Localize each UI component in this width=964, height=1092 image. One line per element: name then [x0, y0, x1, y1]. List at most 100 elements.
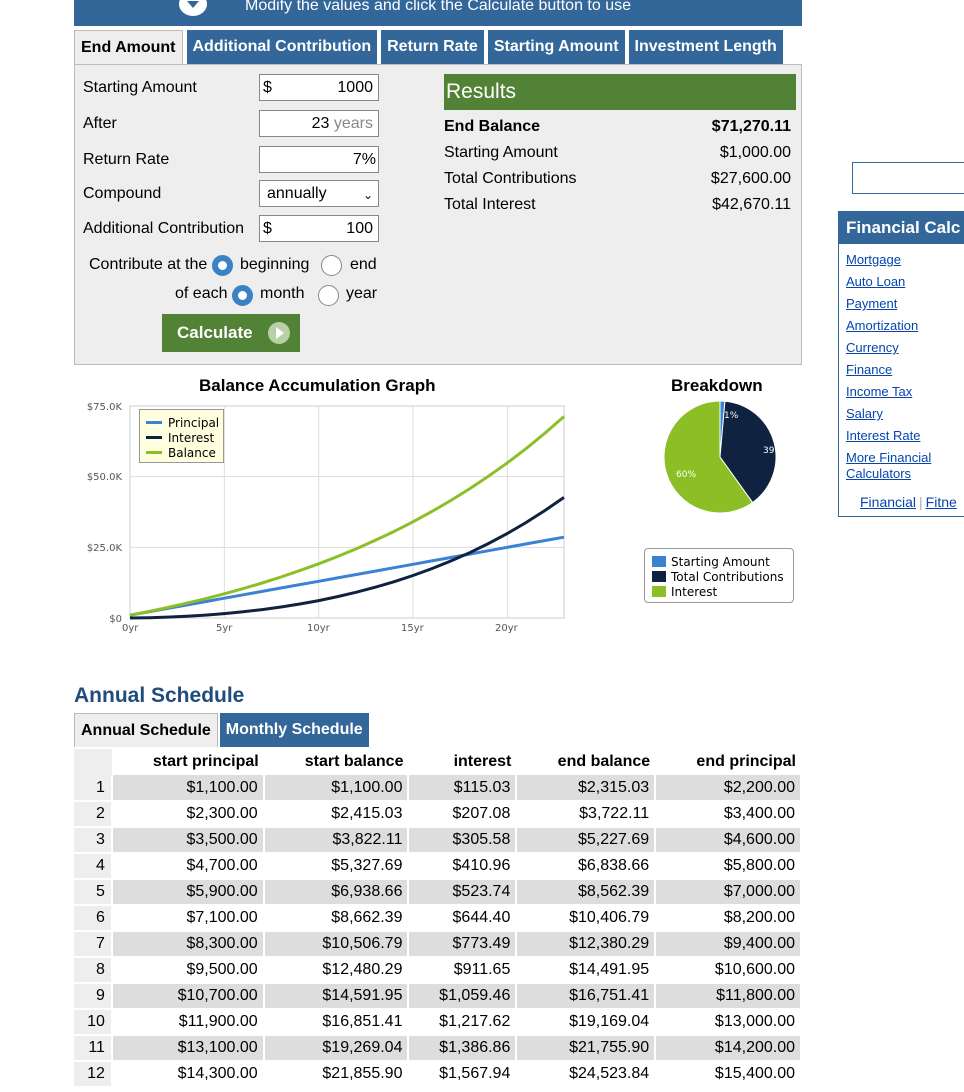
table-cell: $773.49 — [408, 931, 518, 958]
legend-item-balance: Balance — [140, 445, 223, 460]
row-index: 5 — [74, 879, 113, 906]
footer-link-financial[interactable]: Financial — [860, 494, 917, 510]
table-cell: $21,855.90 — [263, 1061, 410, 1088]
starting-amount-input[interactable]: $ 1000 — [259, 74, 379, 101]
sidebar-link-payment[interactable]: Payment — [846, 296, 898, 311]
table-cell: $9,400.00 — [655, 931, 802, 958]
total-contributions-label: Total Contributions — [444, 170, 577, 187]
tab-monthly-schedule[interactable]: Monthly Schedule — [219, 713, 369, 747]
table-cell: $207.08 — [408, 801, 518, 828]
table-cell: $3,722.11 — [516, 801, 657, 828]
year-label: year — [346, 285, 378, 302]
pie-slice-interest — [663, 400, 754, 514]
total-contributions-value: $27,600.00 — [710, 170, 791, 187]
currency-symbol: $ — [263, 79, 272, 96]
sidebar-financial-calculators: Financial Calc Mortgage Auto Loan Paymen… — [838, 211, 964, 517]
column-header: end balance — [516, 749, 656, 775]
tab-return-rate[interactable]: Return Rate — [381, 30, 484, 64]
pie-data-label: 39% — [763, 446, 780, 456]
table-cell: $3,822.11 — [263, 827, 410, 854]
pie-legend: Starting Amount Total Contributions Inte… — [644, 548, 794, 603]
sidebar-link-more-calculators[interactable]: More Financial Calculators — [846, 450, 932, 481]
column-header: interest — [408, 749, 517, 775]
separator: | — [919, 494, 923, 510]
row-index: 2 — [74, 801, 113, 828]
sidebar-link-currency[interactable]: Currency — [846, 340, 899, 355]
sidebar-link-amortization[interactable]: Amortization — [846, 318, 919, 333]
search-input[interactable] — [852, 162, 964, 194]
table-cell: $5,327.69 — [263, 853, 410, 880]
column-header: end principal — [655, 749, 801, 775]
table-cell: $12,380.29 — [516, 931, 657, 958]
table-cell: $9,500.00 — [111, 957, 265, 984]
x-tick-label: 20yr — [495, 623, 518, 634]
legend-label: Balance — [168, 445, 216, 460]
tab-starting-amount[interactable]: Starting Amount — [487, 30, 625, 64]
row-index: 8 — [74, 957, 113, 984]
month-label: month — [260, 285, 305, 302]
table-cell: $19,269.04 — [263, 1035, 410, 1062]
radio-beginning[interactable] — [212, 255, 233, 276]
return-rate-input[interactable]: 7% — [259, 146, 379, 173]
chart-legend: Principal Interest Balance — [139, 409, 224, 463]
y-tick-label: $75.0K — [86, 402, 122, 413]
table-cell: $14,591.95 — [263, 983, 410, 1010]
compound-value: annually — [267, 185, 327, 202]
tab-end-amount[interactable]: End Amount — [74, 30, 183, 64]
tab-annual-schedule[interactable]: Annual Schedule — [74, 713, 218, 747]
y-tick-label: $50.0K — [86, 472, 122, 483]
pie-legend-label: Interest — [671, 584, 718, 599]
sidebar-link-income-tax[interactable]: Income Tax — [846, 384, 913, 399]
graph-title: Balance Accumulation Graph — [199, 376, 436, 395]
starting-amount-label: Starting Amount — [83, 79, 197, 96]
sidebar-link-finance[interactable]: Finance — [846, 362, 893, 377]
legend-label: Principal — [168, 415, 220, 430]
legend-item-principal: Principal — [140, 415, 223, 430]
radio-end[interactable] — [321, 255, 342, 276]
table-cell: $6,938.66 — [263, 879, 410, 906]
table-row: 12 $14,300.00 $21,855.90 $1,567.94 $24,523.8… — [74, 1061, 802, 1088]
sidebar-link-interest-rate[interactable]: Interest Rate — [846, 428, 921, 443]
pie-legend-label: Starting Amount — [671, 554, 770, 569]
table-cell: $2,300.00 — [111, 801, 265, 828]
table-cell: $16,851.41 — [263, 1009, 410, 1036]
breakdown-title: Breakdown — [671, 376, 763, 395]
footer-link-fitness[interactable]: Fitne — [925, 494, 957, 510]
pie-data-label: 60% — [676, 470, 696, 480]
row-index: 11 — [74, 1035, 113, 1062]
table-cell: $7,100.00 — [111, 905, 265, 932]
sidebar-link-auto-loan[interactable]: Auto Loan — [846, 274, 906, 289]
table-cell: $305.58 — [408, 827, 518, 854]
radio-year[interactable] — [318, 285, 339, 306]
years-input[interactable]: 23 years — [259, 110, 379, 137]
row-index: 6 — [74, 905, 113, 932]
tab-additional-contribution[interactable]: Additional Contribution — [186, 30, 378, 64]
table-cell: $3,400.00 — [655, 801, 802, 828]
schedule-tabs: Annual Schedule Monthly Schedule — [74, 713, 369, 747]
pie-legend-item: Total Contributions — [645, 569, 793, 584]
row-index: 4 — [74, 853, 113, 880]
radio-month[interactable] — [232, 285, 253, 306]
pie-data-label: 1% — [724, 411, 739, 421]
chevron-down-icon[interactable] — [179, 0, 207, 16]
y-tick-label: $0 — [109, 614, 122, 625]
additional-contribution-input[interactable]: $ 100 — [259, 215, 379, 242]
table-cell: $8,662.39 — [263, 905, 410, 932]
sidebar-link-salary[interactable]: Salary — [846, 406, 883, 421]
after-label: After — [83, 115, 117, 132]
chevron-down-icon: ⌄ — [362, 188, 373, 202]
currency-symbol: $ — [263, 220, 272, 237]
x-tick-label: 15yr — [401, 623, 424, 634]
table-cell: $5,800.00 — [655, 853, 802, 880]
calculate-button[interactable]: Calculate — [162, 314, 300, 352]
breakdown-pie-chart: 1% 39% 60% — [663, 400, 780, 514]
sidebar-link-mortgage[interactable]: Mortgage — [846, 252, 901, 267]
additional-contribution-label: Additional Contribution — [83, 220, 244, 237]
banner-text: Modify the values and click the Calculat… — [245, 0, 631, 14]
total-interest-value: $42,670.11 — [712, 196, 791, 213]
compound-select[interactable]: annually ⌄ — [259, 180, 379, 207]
table-cell: $14,200.00 — [655, 1035, 802, 1062]
tab-investment-length[interactable]: Investment Length — [628, 30, 783, 64]
years-suffix: years — [333, 115, 373, 132]
series-line-interest — [129, 496, 565, 620]
